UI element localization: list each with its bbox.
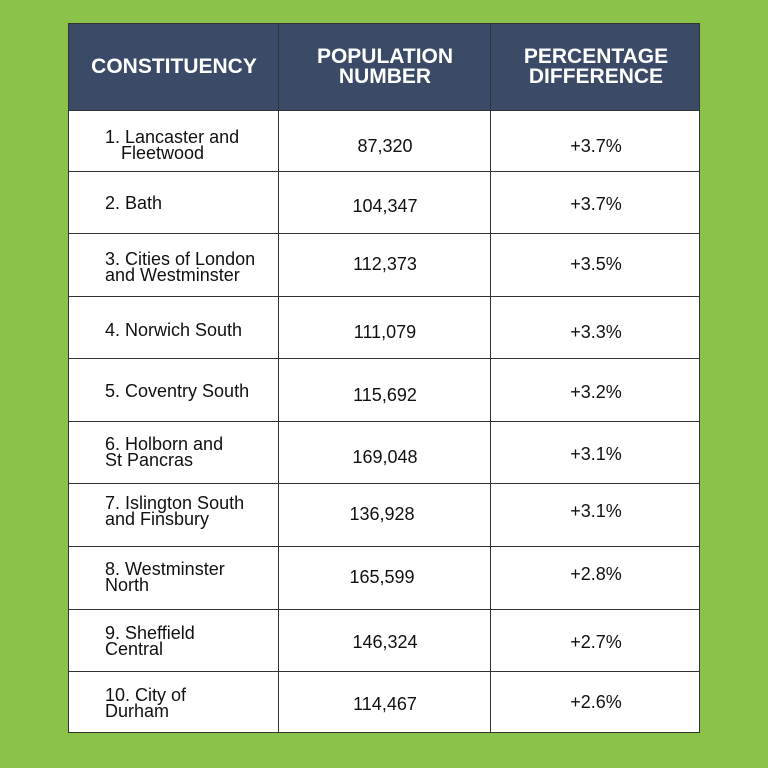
header-percentage-difference: PERCENTAGE DIFFERENCE bbox=[523, 45, 669, 88]
constituency-name: 10. City of Durham bbox=[105, 685, 187, 721]
row-divider bbox=[69, 171, 699, 172]
percentage-difference: +3.3% bbox=[570, 322, 622, 342]
table-row: 4. Norwich South 111,079 +3.3% bbox=[69, 297, 699, 359]
row-divider bbox=[69, 421, 699, 422]
percentage-difference: +3.2% bbox=[570, 382, 622, 402]
table-row: 8. Westminster North 165,599 +2.8% bbox=[69, 547, 699, 609]
percentage-difference: +3.5% bbox=[570, 254, 622, 274]
population-number: 146,324 bbox=[352, 632, 418, 652]
percentage-difference: +3.1% bbox=[570, 501, 622, 521]
table-row: 3. Cities of London and Westminster 112,… bbox=[69, 234, 699, 296]
table-row: 5. Coventry South 115,692 +3.2% bbox=[69, 359, 699, 421]
population-number: 169,048 bbox=[352, 447, 418, 467]
population-number: 112,373 bbox=[353, 254, 417, 274]
row-divider bbox=[69, 546, 699, 547]
population-number: 111,079 bbox=[353, 322, 417, 342]
percentage-difference: +3.7% bbox=[570, 136, 622, 156]
column-divider bbox=[278, 24, 279, 732]
population-number: 165,599 bbox=[349, 567, 415, 587]
constituency-name: 9. Sheffield Central bbox=[105, 623, 195, 659]
percentage-difference: +2.7% bbox=[570, 632, 622, 652]
row-divider bbox=[69, 110, 699, 111]
population-number: 87,320 bbox=[357, 136, 413, 156]
table-row: 10. City of Durham 114,467 +2.6% bbox=[69, 672, 699, 734]
percentage-difference: +3.7% bbox=[570, 194, 622, 214]
row-divider bbox=[69, 483, 699, 484]
percentage-difference: +2.8% bbox=[570, 564, 622, 584]
constituency-name: 5. Coventry South bbox=[105, 381, 250, 401]
table-row: 1. Lancaster and Fleetwood 87,320 +3.7% bbox=[69, 111, 699, 173]
row-divider bbox=[69, 358, 699, 359]
header-constituency: CONSTITUENCY bbox=[91, 55, 257, 78]
constituency-table: CONSTITUENCY POPULATION NUMBER PERCENTAG… bbox=[68, 23, 700, 733]
percentage-difference: +3.1% bbox=[570, 444, 622, 464]
population-number: 115,692 bbox=[353, 385, 417, 405]
table-row: 9. Sheffield Central 146,324 +2.7% bbox=[69, 610, 699, 672]
table-row: 2. Bath 104,347 +3.7% bbox=[69, 172, 699, 234]
constituency-name: 7. Islington South and Finsbury bbox=[105, 493, 245, 529]
constituency-name: 4. Norwich South bbox=[105, 320, 243, 340]
constituency-name: 6. Holborn and St Pancras bbox=[105, 434, 224, 470]
row-divider bbox=[69, 233, 699, 234]
population-number: 136,928 bbox=[349, 504, 415, 524]
constituency-name: 8. Westminster North bbox=[105, 559, 225, 595]
table-row: 6. Holborn and St Pancras 169,048 +3.1% bbox=[69, 422, 699, 484]
table-header: CONSTITUENCY POPULATION NUMBER PERCENTAG… bbox=[69, 24, 699, 110]
percentage-difference: +2.6% bbox=[570, 692, 622, 712]
constituency-name: 2. Bath bbox=[105, 193, 163, 213]
table-row: 7. Islington South and Finsbury 136,928 … bbox=[69, 484, 699, 546]
row-divider bbox=[69, 671, 699, 672]
row-divider bbox=[69, 296, 699, 297]
column-divider bbox=[490, 24, 491, 732]
row-divider bbox=[69, 609, 699, 610]
population-number: 114,467 bbox=[353, 694, 417, 714]
population-number: 104,347 bbox=[352, 196, 418, 216]
constituency-name: 1. Lancaster and Fleetwood bbox=[105, 127, 240, 163]
header-population-number: POPULATION NUMBER bbox=[316, 45, 454, 88]
constituency-name: 3. Cities of London and Westminster bbox=[105, 249, 256, 285]
